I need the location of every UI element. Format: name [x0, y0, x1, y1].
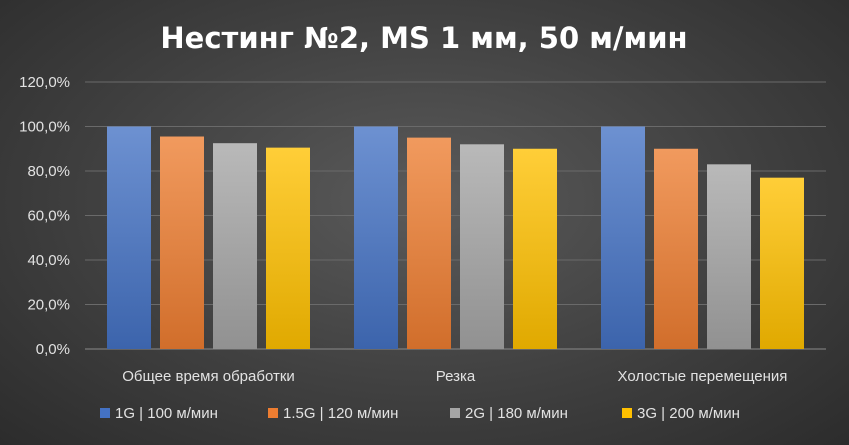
bar	[407, 137, 451, 349]
y-tick-label: 100,0%	[19, 119, 70, 136]
bar	[266, 147, 310, 349]
legend-label: 1G | 100 м/мин	[115, 405, 218, 422]
legend-label: 2G | 180 м/мин	[465, 405, 568, 422]
bar	[460, 144, 504, 349]
x-category-label: Холостые перемещения	[618, 368, 788, 385]
chart-title: Нестинг №2, MS 1 мм, 50 м/мин	[160, 21, 687, 55]
y-tick-label: 60,0%	[27, 208, 70, 225]
y-axis-ticks: 0,0% 20,0% 40,0% 60,0% 80,0% 100,0% 120,0%	[19, 74, 70, 358]
bars	[107, 126, 804, 349]
bar	[107, 126, 151, 349]
gridlines	[85, 81, 826, 350]
x-category-label: Общее время обработки	[122, 368, 295, 385]
legend-swatch	[268, 408, 278, 418]
bar	[354, 126, 398, 349]
bar	[707, 164, 751, 349]
y-tick-label: 0,0%	[36, 341, 70, 358]
legend-label: 1.5G | 120 м/мин	[283, 405, 398, 422]
y-tick-label: 120,0%	[19, 74, 70, 91]
bar	[760, 177, 804, 349]
bar	[213, 143, 257, 349]
x-category-label: Резка	[436, 368, 476, 385]
x-axis-categories: Общее время обработки Резка Холостые перем…	[122, 368, 787, 385]
bar	[160, 136, 204, 349]
y-tick-label: 40,0%	[27, 252, 70, 269]
legend-swatch	[100, 408, 110, 418]
bar	[601, 126, 645, 349]
legend: 1G | 100 м/мин 1.5G | 120 м/мин 2G | 180 м…	[100, 405, 740, 422]
legend-swatch	[622, 408, 632, 418]
y-tick-label: 20,0%	[27, 297, 70, 314]
legend-swatch	[450, 408, 460, 418]
y-tick-label: 80,0%	[27, 163, 70, 180]
legend-label: 3G | 200 м/мин	[637, 405, 740, 422]
bar	[513, 148, 557, 349]
bar	[654, 148, 698, 349]
